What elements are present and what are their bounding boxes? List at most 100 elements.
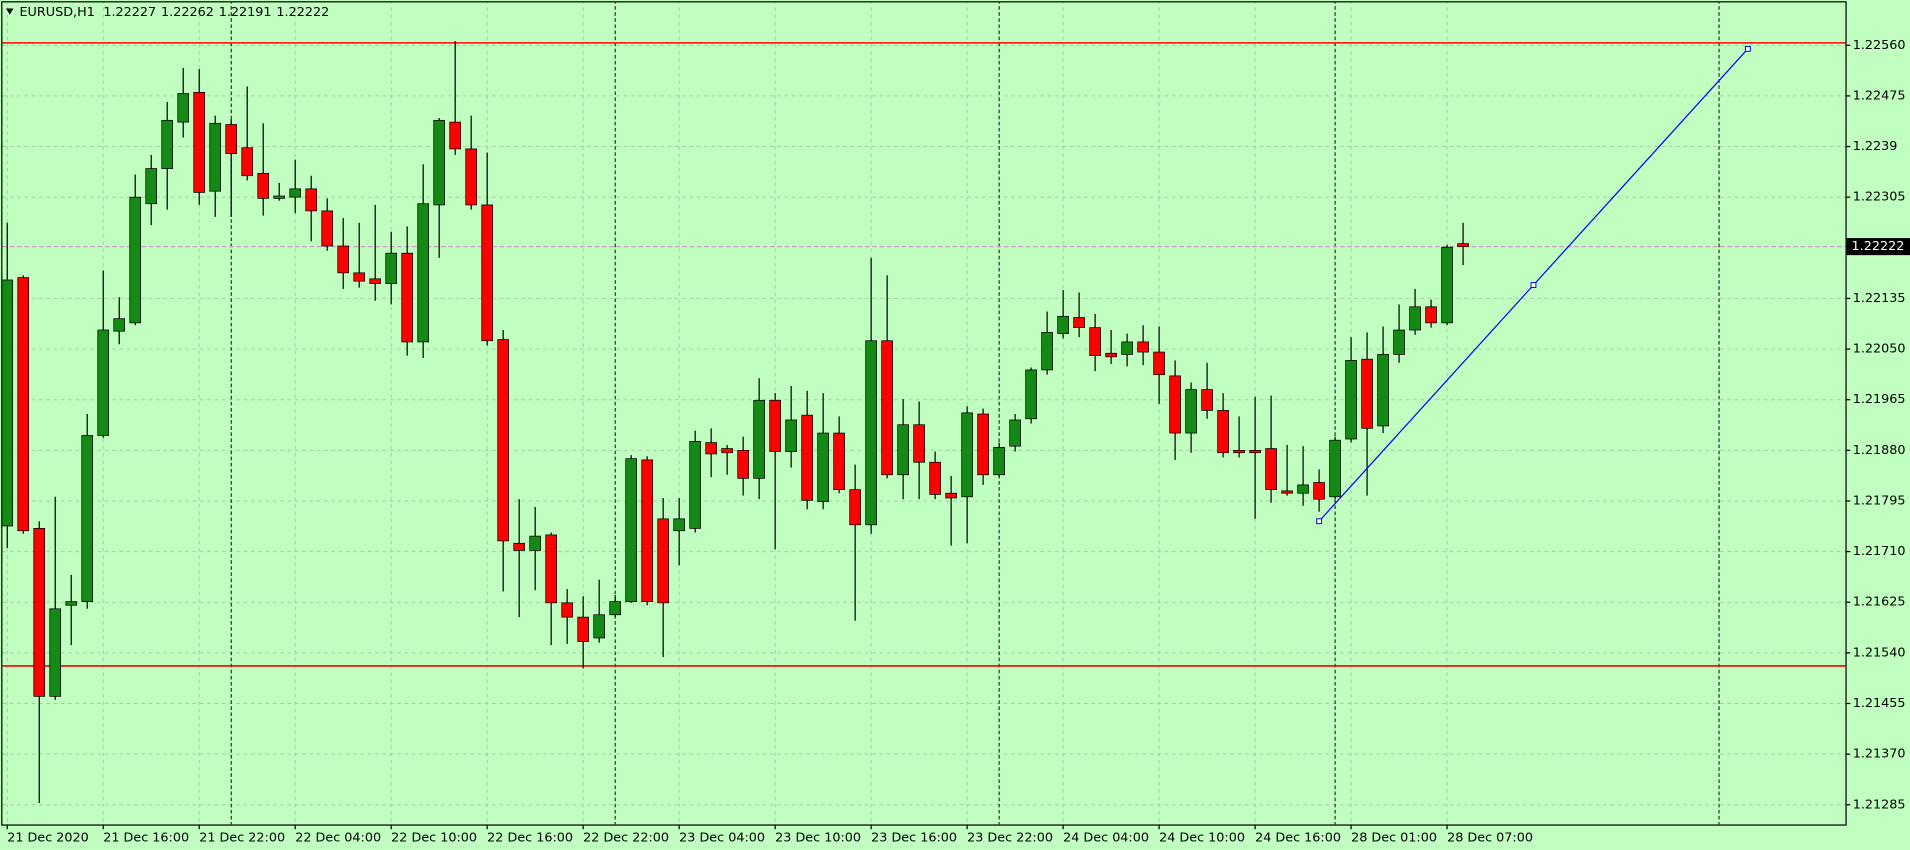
candle-body bbox=[1201, 389, 1213, 411]
candle-body bbox=[977, 413, 989, 476]
candle-body bbox=[1393, 329, 1405, 355]
x-tick-label: 24 Dec 16:00 bbox=[1255, 830, 1341, 845]
candle-body bbox=[1089, 327, 1101, 356]
x-tick-label: 22 Dec 10:00 bbox=[391, 830, 477, 845]
candle-body bbox=[1073, 317, 1085, 328]
candle-body bbox=[545, 534, 557, 604]
candle-body bbox=[913, 424, 925, 463]
trend-handle[interactable] bbox=[1530, 282, 1537, 288]
candle-body bbox=[481, 204, 493, 342]
y-tick-label: 1.2239 bbox=[1853, 139, 1898, 154]
candle-body bbox=[337, 245, 350, 274]
candle-body bbox=[593, 614, 605, 639]
candle-body bbox=[1329, 439, 1341, 498]
header: EURUSD,H1 1.22227 1.22262 1.22191 1.22222 bbox=[6, 5, 329, 20]
candle-body bbox=[497, 339, 509, 542]
candle-body bbox=[97, 329, 110, 436]
trend-handle[interactable] bbox=[1744, 45, 1751, 52]
candle-body bbox=[273, 195, 286, 199]
open: 1.22227 bbox=[103, 5, 156, 20]
candle-body bbox=[769, 399, 781, 452]
candle-body bbox=[1009, 419, 1021, 447]
candle-body bbox=[673, 518, 685, 532]
candle-body bbox=[385, 252, 397, 284]
candle-body bbox=[1217, 410, 1229, 454]
y-tick-label: 1.21540 bbox=[1853, 645, 1906, 660]
candle-body bbox=[705, 442, 717, 455]
candle-body bbox=[465, 148, 477, 206]
candle-body bbox=[1281, 490, 1293, 494]
candle-body bbox=[1441, 246, 1453, 324]
candle-body bbox=[849, 489, 861, 526]
symbol: EURUSD,H1 bbox=[19, 5, 94, 20]
x-tick-label: 22 Dec 22:00 bbox=[583, 830, 669, 845]
candle-body bbox=[865, 340, 877, 526]
candle-body bbox=[1137, 341, 1149, 353]
candle-body bbox=[881, 340, 893, 476]
candle-body bbox=[129, 196, 142, 324]
candle-body bbox=[1169, 375, 1181, 434]
candle-body bbox=[417, 203, 429, 343]
candle-body bbox=[145, 168, 158, 205]
candle-body bbox=[65, 601, 78, 606]
candle-body bbox=[785, 419, 797, 452]
x-tick-label: 22 Dec 04:00 bbox=[295, 830, 381, 845]
candle-body bbox=[353, 272, 366, 282]
candle-body bbox=[1057, 315, 1069, 334]
y-tick-label: 1.22050 bbox=[1853, 342, 1906, 357]
candle-body bbox=[449, 121, 461, 150]
x-tick-label: 21 Dec 2020 bbox=[7, 830, 89, 845]
candle-body bbox=[1377, 354, 1389, 427]
candle-body bbox=[625, 458, 637, 603]
plot-area bbox=[2, 2, 1846, 825]
candle-body bbox=[161, 119, 174, 169]
candle-body bbox=[801, 414, 813, 501]
y-tick-label: 1.22135 bbox=[1853, 291, 1906, 306]
candle-body bbox=[833, 432, 845, 491]
candle-body bbox=[1249, 449, 1261, 454]
y-tick-label: 1.21370 bbox=[1853, 747, 1906, 762]
candle-body bbox=[1297, 484, 1309, 494]
candle-body bbox=[81, 435, 94, 603]
candle-body bbox=[369, 278, 382, 284]
x-tick-label: 28 Dec 01:00 bbox=[1351, 830, 1437, 845]
y-tick-label: 1.21710 bbox=[1853, 544, 1906, 559]
candle-body bbox=[241, 147, 254, 177]
menu-icon[interactable] bbox=[6, 8, 14, 15]
candle-body bbox=[193, 91, 206, 193]
axes: 1.22560 1.22475 1.2239 1.22305 1.22135 1.2205… bbox=[6, 38, 1910, 845]
candle-body bbox=[433, 119, 445, 206]
candle-body bbox=[1409, 306, 1421, 331]
candle-body bbox=[897, 424, 909, 476]
candle-body bbox=[1121, 341, 1133, 355]
plot-border bbox=[1, 1, 1847, 826]
candle-body bbox=[33, 528, 46, 697]
candle-body bbox=[321, 210, 334, 247]
candle-body bbox=[737, 449, 749, 479]
candle-body bbox=[993, 446, 1005, 476]
y-tick-label: 1.21880 bbox=[1853, 443, 1906, 458]
x-tick-label: 23 Dec 16:00 bbox=[871, 830, 957, 845]
candle-body bbox=[1025, 369, 1037, 420]
candle-body bbox=[1313, 482, 1325, 500]
trend-handle[interactable] bbox=[1316, 518, 1323, 525]
x-tick-label: 28 Dec 07:00 bbox=[1447, 830, 1533, 845]
y-tick-label: 1.21455 bbox=[1853, 696, 1906, 711]
y-tick-label: 1.21965 bbox=[1853, 392, 1906, 407]
candle-body bbox=[289, 188, 302, 198]
candle-body bbox=[1041, 332, 1053, 371]
bid-label: 1.22222 bbox=[1852, 239, 1905, 254]
candle-body bbox=[257, 172, 270, 199]
candle-body bbox=[513, 542, 525, 551]
candle-body bbox=[529, 535, 541, 551]
candle-body bbox=[561, 602, 573, 618]
candle-body bbox=[817, 432, 829, 502]
close: 1.22222 bbox=[276, 5, 329, 20]
candle-body bbox=[689, 441, 701, 529]
x-tick-label: 23 Dec 04:00 bbox=[679, 830, 765, 845]
y-tick-label: 1.21795 bbox=[1853, 493, 1906, 508]
candle-body bbox=[945, 492, 957, 499]
